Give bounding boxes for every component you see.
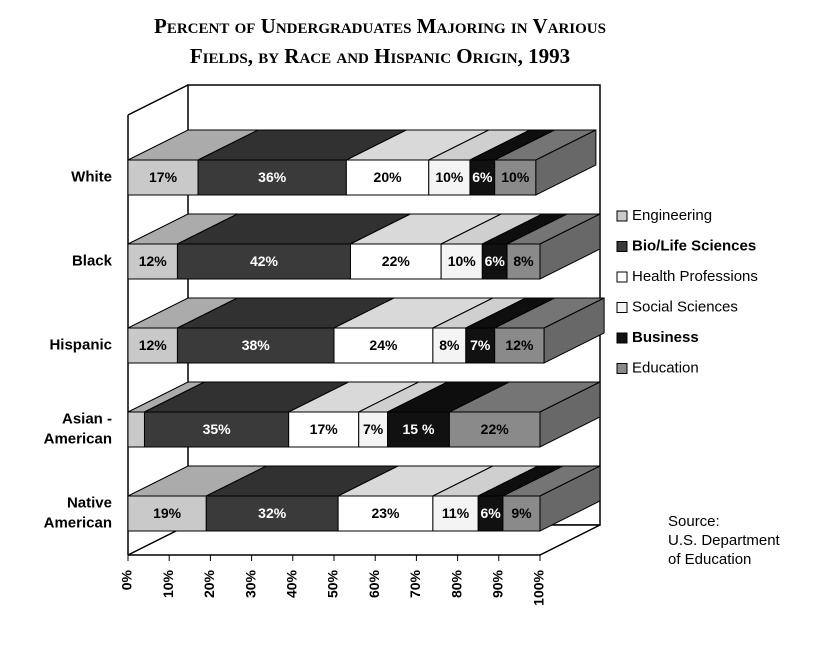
bar: [127, 495, 207, 532]
y-tick-label: American: [44, 514, 112, 531]
value-label: 17%: [149, 169, 178, 185]
y-tick-label: White: [71, 168, 112, 185]
bar: [143, 411, 290, 448]
value-label: 11%: [442, 505, 470, 521]
value-label: 24%: [369, 337, 398, 353]
x-tick-label: 80%: [448, 569, 464, 598]
value-label: 6%: [485, 253, 506, 269]
value-label: 12%: [139, 337, 168, 353]
bar: [127, 327, 178, 364]
value-label: 8%: [439, 337, 460, 353]
bar: [127, 243, 178, 280]
x-tick-label: 10%: [160, 569, 176, 598]
source: U.S. Department: [668, 532, 781, 549]
legend-swatch: [616, 332, 628, 344]
chart-title: Percent of Undergraduates Majoring in Va…: [154, 14, 606, 38]
y-tick-label: Asian -: [62, 410, 112, 427]
chart-title: Fields, by Race and Hispanic Origin, 199…: [190, 44, 570, 68]
y-tick-label: Black: [72, 252, 113, 269]
x-tick-label: 20%: [201, 569, 217, 598]
value-label: 9%: [511, 505, 532, 521]
legend-label: Education: [632, 359, 699, 376]
legend-swatch: [616, 241, 628, 252]
floor: [127, 524, 601, 556]
bar: [477, 495, 504, 532]
value-label: 10%: [435, 169, 464, 185]
bar: [358, 411, 389, 448]
legend-label: Social Sciences: [632, 298, 738, 315]
value-label: 6%: [472, 169, 493, 185]
x-tick-label: 70%: [407, 569, 423, 598]
source: of Education: [668, 551, 751, 568]
x-tick-label: 60%: [366, 569, 382, 598]
value-label: 7%: [470, 337, 491, 353]
side-wall: [127, 84, 189, 116]
value-label: 17%: [310, 421, 339, 437]
legend-swatch: [616, 210, 628, 222]
bar: [337, 495, 434, 532]
source: Source:: [668, 513, 720, 530]
x-tick-label: 100%: [531, 569, 547, 605]
x-tick-label: 50%: [325, 569, 341, 598]
value-label: 22%: [481, 421, 510, 437]
value-label: 6%: [480, 505, 501, 521]
value-label: 38%: [242, 337, 271, 353]
value-label: 23%: [371, 505, 400, 521]
y-tick-label: Native: [67, 494, 112, 511]
legend-swatch: [616, 271, 628, 283]
bar-side: [539, 381, 601, 448]
bar: [205, 495, 339, 532]
bar: [387, 411, 450, 448]
bar: [494, 327, 545, 364]
value-label: 22%: [382, 253, 411, 269]
bar: [288, 411, 360, 448]
bar-side: [539, 213, 601, 280]
legend-swatch: [616, 302, 628, 313]
bar: [506, 243, 541, 280]
bar: [127, 411, 145, 448]
value-label: 15 %: [402, 421, 434, 437]
value-label: 12%: [139, 253, 168, 269]
bar: [440, 243, 483, 280]
y-tick-label: Hispanic: [49, 336, 112, 353]
bar: [176, 243, 351, 280]
x-tick-label: 0%: [119, 569, 135, 590]
bar: [481, 243, 508, 280]
value-label: 10%: [448, 253, 477, 269]
bar: [432, 495, 479, 532]
bar-side: [535, 129, 597, 196]
bar: [333, 327, 434, 364]
value-label: 20%: [374, 169, 403, 185]
bar-side: [539, 465, 601, 532]
y-tick-label: American: [44, 430, 112, 447]
bar: [465, 327, 496, 364]
bar: [197, 159, 347, 196]
legend-label: Health Professions: [632, 268, 758, 285]
value-label: 32%: [258, 505, 287, 521]
legend-label: Business: [632, 329, 699, 346]
bar-side: [543, 297, 605, 364]
value-label: 10%: [501, 169, 530, 185]
bar: [432, 327, 467, 364]
value-label: 12%: [505, 337, 534, 353]
x-tick-label: 40%: [284, 569, 300, 598]
value-label: 7%: [363, 421, 384, 437]
value-label: 35%: [203, 421, 232, 437]
bar: [428, 159, 471, 196]
value-label: 8%: [513, 253, 534, 269]
legend-swatch: [616, 363, 628, 374]
bar: [494, 159, 537, 196]
bar: [469, 159, 496, 196]
value-label: 36%: [258, 169, 287, 185]
legend-label: Engineering: [632, 207, 712, 224]
value-label: 42%: [250, 253, 279, 269]
legend-label: Bio/Life Sciences: [632, 237, 756, 254]
value-label: 19%: [153, 505, 182, 521]
bar: [176, 327, 335, 364]
bar: [345, 159, 430, 196]
x-tick-label: 90%: [490, 569, 506, 598]
x-tick-label: 30%: [242, 569, 258, 598]
